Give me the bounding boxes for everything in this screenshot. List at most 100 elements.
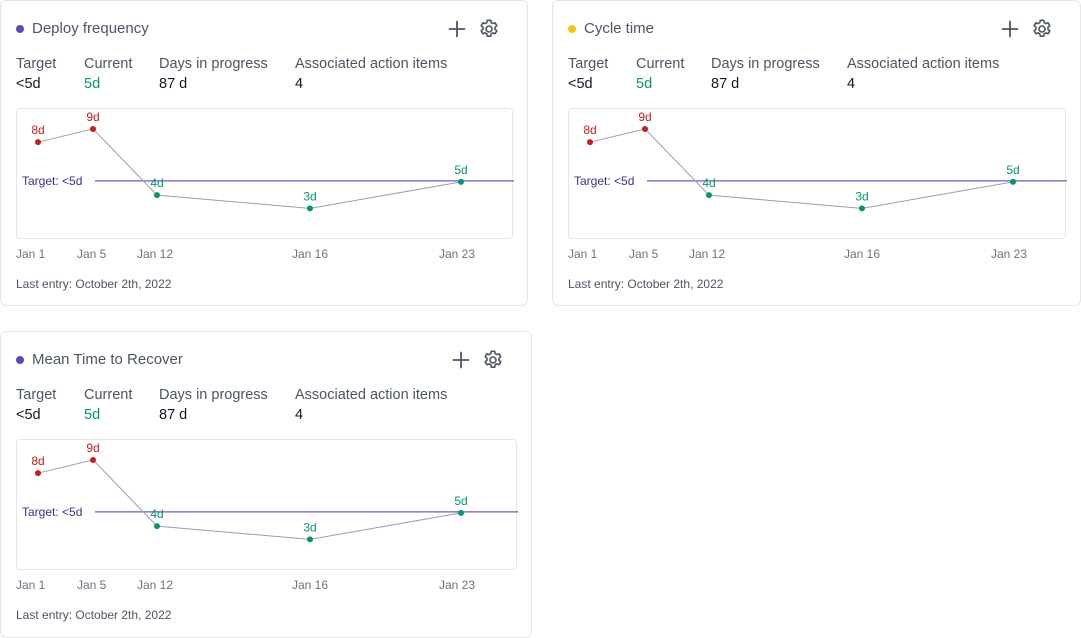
status-dot <box>16 25 24 33</box>
stat-days-in-progress-value: 87 d <box>711 76 740 92</box>
last-entry-text: Last entry: October 2th, 2022 <box>16 277 172 291</box>
data-point[interactable] <box>90 125 96 132</box>
x-tick-label: Jan 16 <box>292 247 329 261</box>
data-point-label: 9d <box>86 441 99 455</box>
cycle-time-card: Cycle time Target <5d Current 5d Days in prog… <box>552 0 1081 306</box>
x-axis: Jan 1 Jan 5 Jan 12 Jan 16 Jan 23 <box>1 578 531 594</box>
stat-days-in-progress-label: Days in progress <box>711 56 820 72</box>
x-tick-label: Jan 12 <box>689 247 726 261</box>
series-line <box>589 128 1014 209</box>
stat-target-label: Target <box>16 56 57 72</box>
data-point-label: 8d <box>31 123 44 137</box>
trend-chart-svg: Target: <5d 8d 9d 4d 3d 5d <box>22 110 514 212</box>
stat-days-in-progress-value: 87 d <box>159 407 188 423</box>
stat-action-items-value: 4 <box>295 76 304 92</box>
trend-chart-svg: Target: <5d 8d 9d 4d 3d 5d <box>22 441 518 543</box>
card-header: Mean Time to Recover <box>16 346 515 374</box>
data-point-label: 4d <box>150 507 163 521</box>
x-axis: Jan 1 Jan 5 Jan 12 Jan 16 Jan 23 <box>1 247 527 263</box>
stat-action-items-label: Associated action items <box>295 387 448 403</box>
deploy-frequency-card: Deploy frequency Target <5d Current 5d Days i… <box>0 0 528 306</box>
gear-icon[interactable] <box>477 17 501 41</box>
status-dot <box>568 25 576 33</box>
trend-chart: Target: <5d 8d 9d 4d 3d 5d <box>16 108 514 239</box>
x-tick-label: Jan 5 <box>629 247 659 261</box>
data-point[interactable] <box>706 192 712 199</box>
stat-current-label: Current <box>636 56 685 72</box>
last-entry-text: Last entry: October 2th, 2022 <box>16 608 172 622</box>
data-point-label: 8d <box>583 123 596 137</box>
x-tick-label: Jan 23 <box>439 578 476 592</box>
stat-current-label: Current <box>84 56 133 72</box>
data-point-label: 3d <box>303 520 316 534</box>
stat-target-value: <5d <box>568 76 593 92</box>
stat-action-items-label: Associated action items <box>847 56 1000 72</box>
data-point-label: 4d <box>150 176 163 190</box>
x-tick-label: Jan 23 <box>439 247 476 261</box>
x-tick-label: Jan 1 <box>16 247 46 261</box>
status-dot <box>16 356 24 364</box>
last-entry-text: Last entry: October 2th, 2022 <box>568 277 724 291</box>
data-point[interactable] <box>859 205 865 212</box>
add-icon[interactable] <box>445 17 469 41</box>
data-point[interactable] <box>154 192 160 199</box>
data-point[interactable] <box>307 536 313 543</box>
data-point[interactable] <box>458 509 464 516</box>
x-tick-label: Jan 1 <box>16 578 46 592</box>
data-point[interactable] <box>307 205 313 212</box>
data-point[interactable] <box>587 139 593 146</box>
stat-target-value: <5d <box>16 407 41 423</box>
stat-current-value: 5d <box>84 407 101 423</box>
stat-action-items-value: 4 <box>295 407 304 423</box>
stat-target-label: Target <box>16 387 57 403</box>
data-point-label: 5d <box>1006 163 1019 177</box>
target-label: Target: <5d <box>22 505 82 519</box>
add-icon[interactable] <box>449 348 473 372</box>
data-point[interactable] <box>458 178 464 185</box>
x-tick-label: Jan 16 <box>844 247 881 261</box>
x-tick-label: Jan 5 <box>77 578 107 592</box>
mean-time-to-recover-card: Mean Time to Recover Target <5d Current 5d Da… <box>0 331 532 638</box>
target-label: Target: <5d <box>574 174 634 188</box>
x-axis: Jan 1 Jan 5 Jan 12 Jan 16 Jan 23 <box>553 247 1080 263</box>
data-point-label: 4d <box>702 176 715 190</box>
stat-current-value: 5d <box>636 76 653 92</box>
stat-current-label: Current <box>84 387 133 403</box>
card-title: Deploy frequency <box>32 20 149 37</box>
card-header: Deploy frequency <box>16 15 511 43</box>
stat-current-value: 5d <box>84 76 101 92</box>
stat-target-label: Target <box>568 56 609 72</box>
x-tick-label: Jan 23 <box>991 247 1028 261</box>
data-point[interactable] <box>642 125 648 132</box>
x-tick-label: Jan 16 <box>292 578 329 592</box>
data-point-label: 5d <box>454 494 467 508</box>
stat-action-items-value: 4 <box>847 76 856 92</box>
data-point[interactable] <box>35 139 41 146</box>
add-icon[interactable] <box>998 17 1022 41</box>
gear-icon[interactable] <box>481 348 505 372</box>
data-point-label: 9d <box>638 110 651 124</box>
data-point[interactable] <box>154 523 160 530</box>
x-tick-label: Jan 12 <box>137 247 174 261</box>
trend-chart-svg: Target: <5d 8d 9d 4d 3d 5d <box>574 110 1067 212</box>
series-line <box>37 128 462 209</box>
stat-action-items-label: Associated action items <box>295 56 448 72</box>
data-point[interactable] <box>90 456 96 463</box>
stat-days-in-progress-value: 87 d <box>159 76 188 92</box>
x-tick-label: Jan 1 <box>568 247 598 261</box>
stat-target-value: <5d <box>16 76 41 92</box>
data-point-label: 5d <box>454 163 467 177</box>
data-point[interactable] <box>35 470 41 477</box>
series-line <box>37 459 462 540</box>
trend-chart: Target: <5d 8d 9d 4d 3d 5d <box>568 108 1067 239</box>
data-point-label: 3d <box>303 189 316 203</box>
stat-days-in-progress-label: Days in progress <box>159 56 268 72</box>
data-point-label: 8d <box>31 454 44 468</box>
data-point[interactable] <box>1010 178 1016 185</box>
data-point-label: 3d <box>855 189 868 203</box>
gear-icon[interactable] <box>1030 17 1054 41</box>
target-label: Target: <5d <box>22 174 82 188</box>
data-point-label: 9d <box>86 110 99 124</box>
stat-days-in-progress-label: Days in progress <box>159 387 268 403</box>
card-title: Cycle time <box>584 20 655 37</box>
